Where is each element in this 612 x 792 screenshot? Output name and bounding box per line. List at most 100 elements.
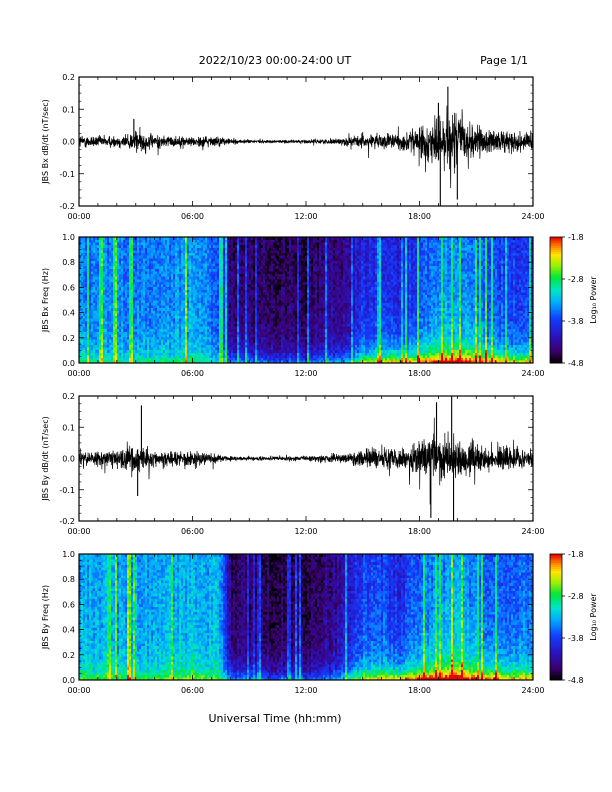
spectrogram-cell <box>127 358 129 361</box>
spectrogram-cell <box>139 300 141 303</box>
spectrogram-cell <box>117 297 119 300</box>
spectrogram-cell <box>111 240 113 243</box>
spectrogram-cell <box>91 332 93 335</box>
spectrogram-cell <box>93 261 95 264</box>
spectrogram-cell <box>83 290 85 293</box>
spectrogram-cell <box>93 271 95 274</box>
spectrogram-cell <box>105 329 107 332</box>
spectrogram-cell <box>137 332 139 335</box>
spectrogram-cell <box>87 311 89 314</box>
spectrogram-cell <box>153 266 155 269</box>
spectrogram-cell <box>143 326 145 329</box>
spectrogram-cell <box>91 311 93 314</box>
spectrogram-cell <box>97 282 99 285</box>
spectrogram-cell <box>95 347 97 350</box>
spectrogram-cell <box>127 261 129 264</box>
spectrogram-cell <box>149 287 151 290</box>
spectrogram-cell <box>97 350 99 353</box>
spectrogram-cell <box>113 240 115 243</box>
spectrogram-cell <box>159 337 161 340</box>
spectrogram-cell <box>123 240 125 243</box>
spectrogram-cell <box>135 300 137 303</box>
spectrogram-cell <box>83 250 85 253</box>
spectrogram-cell <box>119 334 121 337</box>
spectrogram-cell <box>105 305 107 308</box>
spectrogram-cell <box>85 305 87 308</box>
spectrogram-cell <box>119 350 121 353</box>
spectrogram-cell <box>155 324 157 327</box>
spectrogram-cell <box>131 287 133 290</box>
spectrogram-cell <box>89 318 91 321</box>
spectrogram-cell <box>109 292 111 295</box>
spectrogram-cell <box>87 334 89 337</box>
spectrogram-cell <box>95 337 97 340</box>
spectrogram-cell <box>107 358 109 361</box>
spectrogram-cell <box>135 353 137 356</box>
spectrogram-cell <box>81 358 83 361</box>
spectrogram-cell <box>119 258 121 261</box>
spectrogram-cell <box>153 332 155 335</box>
spectrogram-cell <box>143 284 145 287</box>
spectrogram-cell <box>97 305 99 308</box>
spectrogram-cell <box>155 263 157 266</box>
spectrogram-cell <box>97 295 99 298</box>
spectrogram-cell <box>139 255 141 258</box>
spectrogram-cell <box>129 276 131 279</box>
spectrogram-cell <box>129 347 131 350</box>
spectrogram-cell <box>91 329 93 332</box>
spectrogram-cell <box>101 305 103 308</box>
spectrogram-cell <box>109 345 111 348</box>
spectrogram-cell <box>83 258 85 261</box>
spectrogram-cell <box>147 253 149 256</box>
spectrogram-cell <box>117 248 119 251</box>
spectrogram-cell <box>159 297 161 300</box>
spectrogram-cell <box>137 253 139 256</box>
spectrogram-cell <box>127 329 129 332</box>
spectrogram-cell <box>155 240 157 243</box>
spectrogram-cell <box>155 242 157 245</box>
spectrogram-cell <box>99 292 101 295</box>
spectrogram-cell <box>143 240 145 243</box>
spectrogram-cell <box>153 308 155 311</box>
spectrogram-cell <box>115 242 117 245</box>
spectrogram-cell <box>111 305 113 308</box>
spectrogram-cell <box>113 261 115 264</box>
spectrogram-cell <box>133 316 135 319</box>
spectrogram-cell <box>157 353 159 356</box>
spectrogram-cell <box>129 337 131 340</box>
spectrogram-cell <box>123 358 125 361</box>
spectrogram-cell <box>113 313 115 316</box>
spectrogram-cell <box>103 329 105 332</box>
spectrogram-cell <box>137 287 139 290</box>
spectrogram-cell <box>97 292 99 295</box>
spectrogram-cell <box>155 261 157 264</box>
spectrogram-cell <box>85 263 87 266</box>
spectrogram-cell <box>133 297 135 300</box>
spectrogram-cell <box>115 313 117 316</box>
spectrogram-cell <box>129 290 131 293</box>
spectrogram-cell <box>93 266 95 269</box>
spectrogram-cell <box>139 311 141 314</box>
spectrogram-cell <box>133 292 135 295</box>
spectrogram-cell <box>127 350 129 353</box>
spectrogram-cell <box>159 271 161 274</box>
spectrogram-cell <box>89 271 91 274</box>
spectrogram-cell <box>143 253 145 256</box>
spectrogram-cell <box>111 274 113 277</box>
spectrogram-cell <box>107 242 109 245</box>
spectrogram-cell <box>131 329 133 332</box>
spectrogram-cell <box>151 242 153 245</box>
spectrogram-cell <box>121 303 123 306</box>
spectrogram-cell <box>159 295 161 298</box>
spectrogram-cell <box>99 245 101 248</box>
spectrogram-cell <box>109 242 111 245</box>
spectrogram-cell <box>87 274 89 277</box>
spectrogram-cell <box>115 300 117 303</box>
spectrogram-cell <box>107 332 109 335</box>
spectrogram-cell <box>123 279 125 282</box>
spectrogram-cell <box>129 350 131 353</box>
spectrogram-cell <box>85 334 87 337</box>
spectrogram-cell <box>105 324 107 327</box>
spectrogram-cell <box>117 295 119 298</box>
spectrogram-cell <box>97 287 99 290</box>
